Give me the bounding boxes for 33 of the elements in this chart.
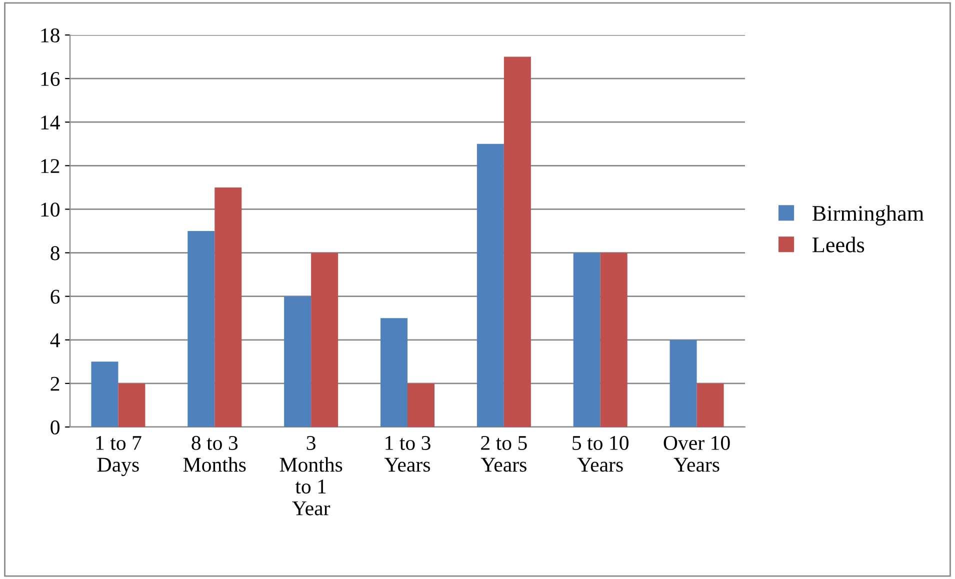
legend-label: Birmingham	[812, 205, 924, 226]
y-tick-label: 6	[50, 290, 60, 304]
bar	[504, 56, 531, 427]
y-tick-label: 18	[41, 28, 60, 42]
y-tick-label: 10	[41, 202, 60, 217]
y-tick-label: 8	[50, 246, 60, 260]
bar	[380, 318, 408, 427]
bar	[600, 252, 628, 427]
bar	[188, 231, 215, 427]
bar	[408, 383, 434, 427]
bar	[476, 144, 504, 427]
y-tick-label: 16	[41, 72, 60, 86]
bar	[214, 187, 242, 427]
y-tick-label: 0	[50, 420, 60, 434]
bar	[670, 340, 697, 427]
y-tick-label: 12	[41, 159, 60, 173]
bar	[284, 296, 312, 427]
y-tick-label: 4	[50, 333, 60, 348]
bar	[696, 383, 724, 427]
x-tick-label: 1 to 7 Days	[96, 436, 142, 476]
bar	[91, 362, 118, 427]
x-tick-label: 1 to 3 Years	[384, 436, 430, 472]
y-tick-label: 2	[50, 376, 60, 391]
y-tick-label: 14	[41, 116, 60, 130]
bar	[311, 252, 338, 427]
x-tick-label: 3 Months to 1 Year	[280, 436, 342, 516]
x-tick-label: 2 to 5 Years	[480, 436, 527, 472]
x-tick-label: 8 to 3 Months	[183, 436, 246, 472]
bar	[118, 383, 146, 427]
x-tick-label: 5 to 10 Years	[572, 436, 628, 472]
x-tick-label: Over 10 Years	[664, 436, 730, 472]
legend-label: Leeds	[812, 236, 864, 252]
bar	[573, 252, 600, 427]
